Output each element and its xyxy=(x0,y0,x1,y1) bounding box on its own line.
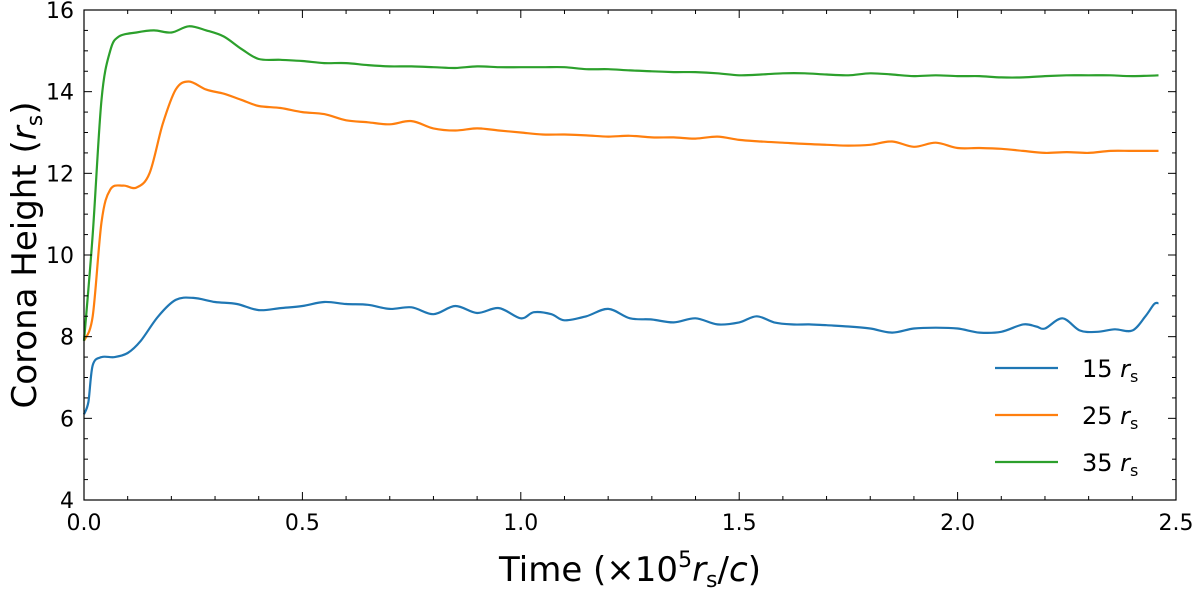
x-tick-label: 1.0 xyxy=(503,511,538,536)
y-tick-label: 12 xyxy=(46,162,74,187)
y-tick-label: 16 xyxy=(46,0,74,24)
x-tick-label: 2.0 xyxy=(940,511,975,536)
legend-label-25: 25 rs xyxy=(1082,402,1138,433)
x-axis-label-exp: 5 xyxy=(678,548,692,573)
y-tick-label: 6 xyxy=(60,407,74,432)
y-axis-label-r: r xyxy=(5,124,45,140)
x-axis-label-c: c xyxy=(729,550,748,589)
x-tick-label: 0.0 xyxy=(67,511,102,536)
x-tick-label: 0.5 xyxy=(285,511,320,536)
plot-frame xyxy=(83,9,1177,501)
x-axis-label-sub: s xyxy=(706,568,717,589)
x-tick-label: 1.5 xyxy=(722,511,757,536)
y-tick-label: 14 xyxy=(46,81,74,106)
x-axis-label-close: ) xyxy=(748,550,761,589)
legend-label-15: 15 rs xyxy=(1082,355,1138,386)
y-tick-label: 8 xyxy=(60,326,74,351)
y-axis-label-pre: Corona Height ( xyxy=(5,140,45,408)
x-tick-label: 2.5 xyxy=(1159,511,1194,536)
x-axis-label-pre: Time (×10 xyxy=(498,550,678,589)
x-axis-label-r: r xyxy=(692,550,708,589)
x-axis-label-slash: / xyxy=(718,550,730,589)
ticks-layer: 0.0 0.5 1.0 1.5 2.0 2.5 4 6 8 10 12 14 16 xyxy=(46,0,1194,536)
series-layer xyxy=(82,25,1159,415)
y-axis-label-sub: s xyxy=(23,115,48,126)
y-axis-label-close: ) xyxy=(5,102,45,115)
x-axis-label: Time (×105rs/c) xyxy=(498,548,761,589)
y-axis-label: Corona Height (rs) xyxy=(5,102,48,409)
series-line-15 xyxy=(82,296,1159,415)
legend-label-35: 35 rs xyxy=(1082,449,1138,480)
series-line-35 xyxy=(82,25,1159,341)
y-tick-label: 4 xyxy=(60,489,74,514)
legend: 15 rs 25 rs 35 rs xyxy=(995,355,1138,480)
y-tick-label: 10 xyxy=(46,244,74,269)
series-line-25 xyxy=(82,80,1159,342)
